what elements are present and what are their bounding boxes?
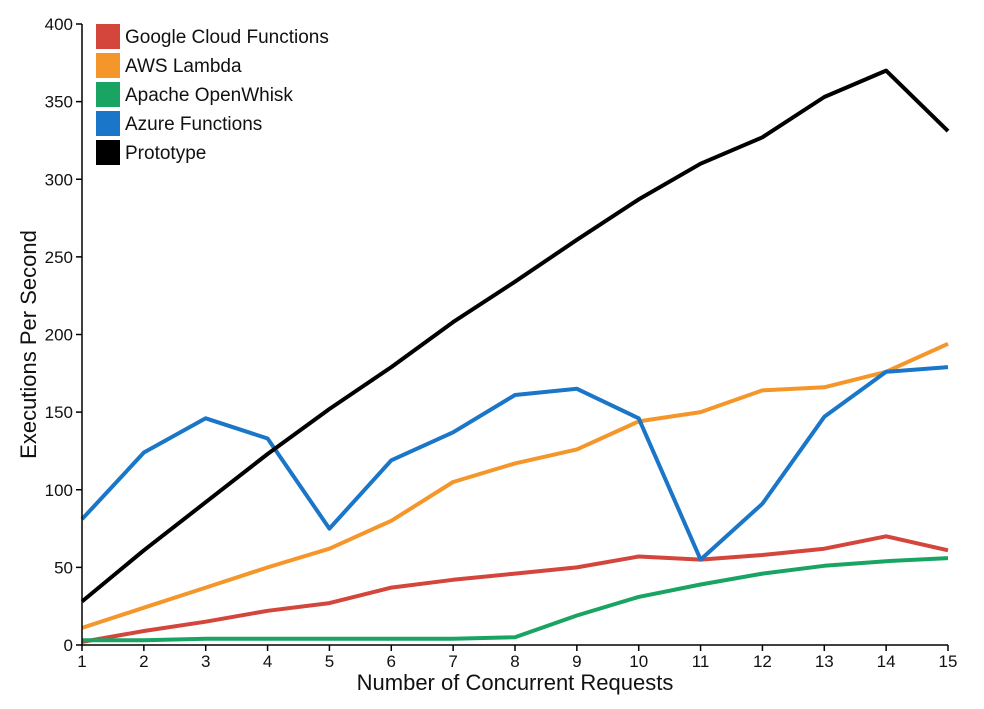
x-tick-label: 2 [139,652,148,671]
x-tick-label: 13 [815,652,834,671]
x-tick-label: 5 [325,652,334,671]
x-tick-label: 7 [448,652,457,671]
y-tick-label: 100 [45,481,73,500]
legend-label: Google Cloud Functions [125,27,329,48]
x-tick-label: 1 [77,652,86,671]
legend-item-aws-lambda: AWS Lambda [96,53,242,78]
x-tick-label: 15 [939,652,958,671]
x-tick-label: 14 [877,652,896,671]
legend-label: Apache OpenWhisk [125,85,293,106]
y-tick-label: 0 [64,636,73,655]
y-tick-label: 150 [45,403,73,422]
legend-label: Prototype [125,143,206,164]
legend-label: AWS Lambda [125,56,242,77]
y-axis-ticks: 0 50 100 150 200 250 300 350 400 [45,15,82,655]
x-tick-label: 12 [753,652,772,671]
series-line-azure-functions [80,365,949,562]
series-layer [80,68,950,644]
series-line-aws-lambda [81,341,949,630]
x-tick-label: 11 [692,652,710,671]
legend-item-apache-openwhisk: Apache OpenWhisk [96,82,293,107]
x-axis-ticks: 1 2 3 4 5 6 7 8 9 10 11 12 13 14 15 [77,645,957,671]
y-tick-label: 50 [54,558,73,577]
legend-item-google-cloud-functions: Google Cloud Functions [96,24,329,49]
legend-swatch [96,53,120,78]
x-tick-label: 8 [510,652,519,671]
y-tick-label: 200 [45,326,73,345]
x-tick-label: 6 [387,652,396,671]
legend-label: Azure Functions [125,114,262,135]
y-tick-label: 300 [45,170,73,189]
y-axis-title: Executions Per Second [16,230,41,459]
legend-swatch [96,24,120,49]
y-tick-label: 400 [45,15,73,34]
x-tick-label: 9 [572,652,581,671]
legend-swatch [96,140,120,165]
x-axis-title: Number of Concurrent Requests [357,670,674,695]
y-tick-label: 250 [45,248,73,267]
legend-swatch [96,82,120,107]
y-tick-label: 350 [45,93,73,112]
legend-item-prototype: Prototype [96,140,206,165]
series-line-apache-openwhisk [82,556,949,643]
x-tick-label: 4 [263,652,272,671]
legend-item-azure-functions: Azure Functions [96,111,262,136]
legend: Google Cloud Functions AWS Lambda Apache O… [96,24,329,165]
series-line-google-cloud-functions [81,534,949,644]
x-tick-label: 10 [629,652,648,671]
x-tick-label: 3 [201,652,210,671]
legend-swatch [96,111,120,136]
series-line-prototype [80,68,950,604]
